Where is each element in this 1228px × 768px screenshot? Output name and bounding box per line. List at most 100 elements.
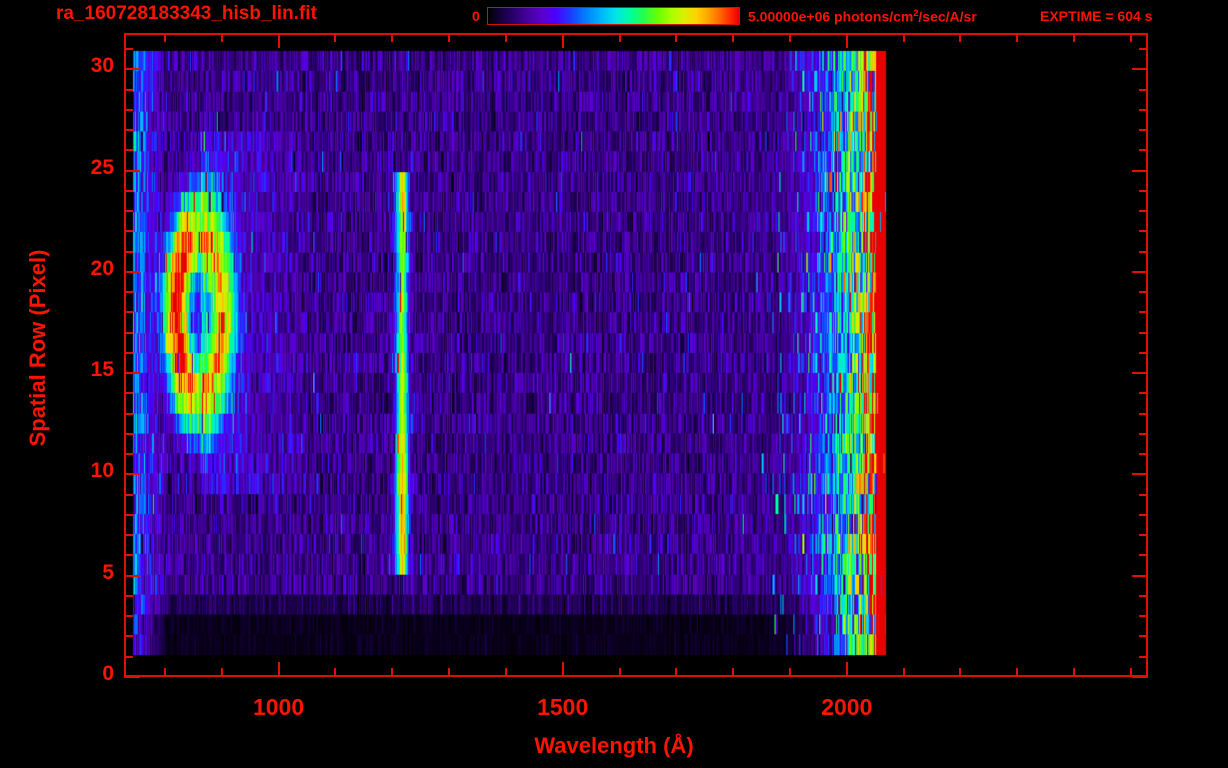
x-tick-minor	[220, 668, 223, 677]
y-tick-minor	[124, 230, 133, 233]
y-tick-minor	[124, 331, 133, 334]
x-tick-minor	[959, 668, 962, 677]
x-tick-label: 1500	[537, 694, 589, 720]
y-tick-minor	[124, 129, 133, 132]
colorbar-units-exponent: 2	[913, 8, 919, 18]
x-tick-minor-top	[220, 33, 223, 42]
colorbar-max-label: 5.00000e+06 photons/cm2/sec/A/sr	[748, 8, 977, 25]
y-tick-major	[124, 169, 140, 172]
y-tick-minor	[124, 189, 133, 192]
y-tick-minor	[124, 493, 133, 496]
y-tick-minor	[124, 594, 133, 597]
x-tick-minor	[1016, 668, 1019, 677]
y-tick-minor	[124, 432, 133, 435]
y-tick-major-right	[1132, 574, 1148, 577]
y-tick-minor-right	[1139, 108, 1148, 111]
x-tick-major-top	[845, 33, 848, 48]
y-tick-minor	[124, 554, 133, 557]
y-tick-minor-right	[1139, 554, 1148, 557]
y-tick-minor-right	[1139, 129, 1148, 132]
x-tick-major	[845, 662, 848, 677]
y-tick-major	[124, 68, 140, 71]
x-tick-minor-top	[504, 33, 507, 42]
y-tick-minor-right	[1139, 513, 1148, 516]
x-tick-minor	[448, 668, 451, 677]
y-tick-label: 15	[90, 358, 114, 382]
y-tick-major-right	[1132, 169, 1148, 172]
y-tick-minor-right	[1139, 453, 1148, 456]
y-tick-major-right	[1132, 372, 1148, 375]
y-tick-label: 20	[90, 256, 114, 280]
y-tick-minor	[124, 453, 133, 456]
x-tick-major	[561, 662, 564, 677]
y-tick-label: 25	[90, 155, 114, 179]
colorbar-max-value: 5.00000e+06 photons/cm	[748, 8, 914, 25]
x-tick-minor	[902, 668, 905, 677]
x-tick-minor	[675, 668, 678, 677]
x-tick-minor-top	[1129, 33, 1132, 42]
x-tick-major-top	[277, 33, 280, 48]
x-tick-label: 1000	[252, 694, 305, 720]
x-tick-minor-top	[732, 33, 735, 42]
x-tick-minor	[1073, 668, 1076, 677]
y-tick-major	[124, 676, 140, 678]
spectrogram-image	[126, 35, 1146, 675]
x-tick-minor-top	[618, 33, 621, 42]
y-tick-minor	[124, 149, 133, 152]
y-tick-minor	[124, 48, 133, 51]
y-tick-major	[124, 372, 140, 375]
y-tick-minor-right	[1139, 534, 1148, 537]
x-tick-minor	[732, 668, 735, 677]
y-tick-major	[124, 574, 140, 577]
y-tick-minor-right	[1139, 635, 1148, 638]
y-tick-minor	[124, 513, 133, 516]
x-tick-minor-top	[902, 33, 905, 42]
y-tick-minor-right	[1139, 291, 1148, 294]
x-tick-minor-top	[1016, 33, 1019, 42]
y-tick-major	[124, 270, 140, 273]
y-tick-major-right	[1132, 68, 1148, 71]
y-tick-minor	[124, 655, 133, 658]
y-tick-minor	[124, 291, 133, 294]
page-title: ra_160728183343_hisb_lin.fit	[56, 3, 317, 24]
x-tick-minor-top	[448, 33, 451, 42]
y-tick-minor	[124, 635, 133, 638]
y-tick-minor	[124, 108, 133, 111]
x-tick-minor-top	[1073, 33, 1076, 42]
exposure-time-label: EXPTIME = 604 s	[1040, 8, 1153, 24]
x-tick-minor-top	[334, 33, 337, 42]
x-tick-minor	[1129, 668, 1132, 677]
y-tick-label: 30	[90, 54, 114, 78]
y-tick-major	[124, 473, 140, 476]
y-tick-minor-right	[1139, 48, 1148, 51]
x-tick-minor-top	[959, 33, 962, 42]
y-tick-minor-right	[1139, 331, 1148, 334]
x-tick-major	[277, 662, 280, 677]
x-tick-minor	[788, 668, 791, 677]
y-tick-minor-right	[1139, 189, 1148, 192]
x-tick-minor	[334, 668, 337, 677]
x-tick-label: 2000	[821, 694, 873, 720]
x-tick-minor-top	[788, 33, 791, 42]
y-tick-minor-right	[1139, 88, 1148, 91]
y-axis-title: Spatial Row (Pixel)	[25, 249, 50, 447]
y-tick-minor-right	[1139, 493, 1148, 496]
y-tick-minor-right	[1139, 230, 1148, 233]
x-axis-title: Wavelength (Å)	[534, 733, 694, 758]
y-tick-minor	[124, 392, 133, 395]
y-tick-minor-right	[1139, 210, 1148, 213]
y-tick-minor-right	[1139, 311, 1148, 314]
y-tick-minor-right	[1139, 594, 1148, 597]
x-tick-minor	[391, 668, 394, 677]
x-tick-minor	[618, 668, 621, 677]
y-tick-minor-right	[1139, 412, 1148, 415]
y-tick-minor	[124, 615, 133, 618]
colorbar-min-label: 0	[472, 8, 480, 24]
y-tick-minor	[124, 351, 133, 354]
y-tick-minor	[124, 210, 133, 213]
y-tick-minor-right	[1139, 250, 1148, 253]
x-tick-minor-top	[391, 33, 394, 42]
x-tick-minor	[163, 668, 166, 677]
x-tick-minor-top	[163, 33, 166, 42]
